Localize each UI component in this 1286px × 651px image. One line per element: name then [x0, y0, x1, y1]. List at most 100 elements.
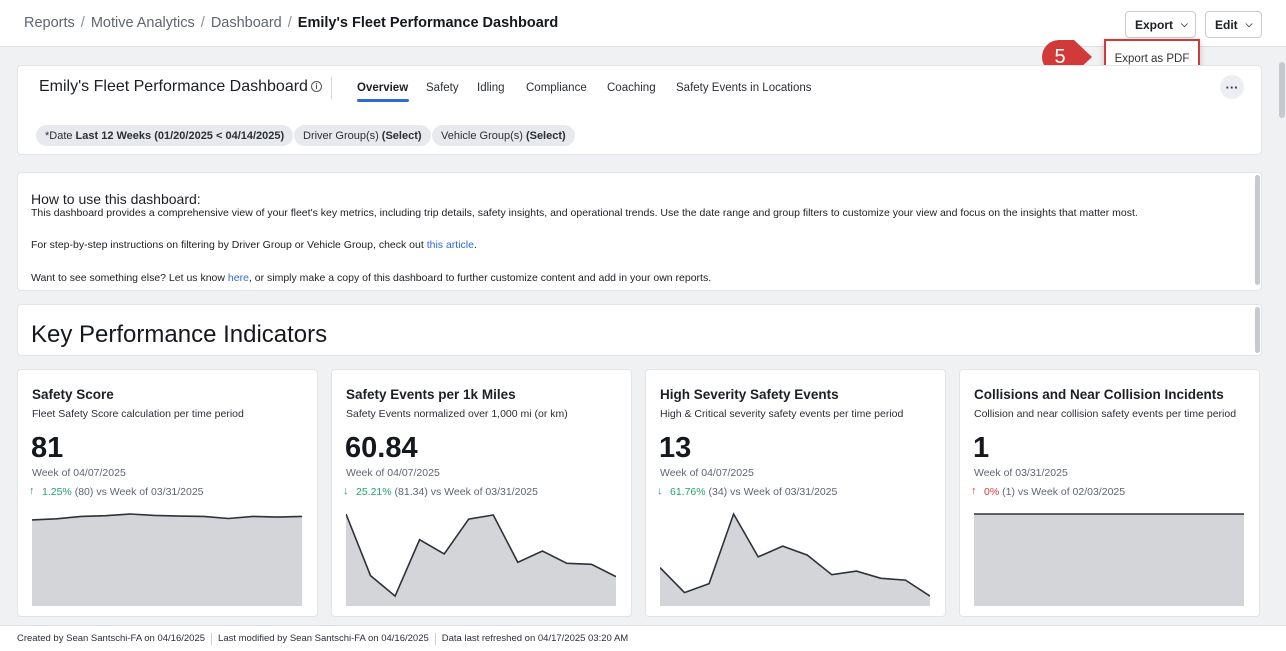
how-to-description: This dashboard provides a comprehensive …	[31, 207, 1138, 219]
trend-area	[32, 514, 302, 606]
kpi-value: 13	[659, 432, 692, 464]
kpi-week: Week of 04/07/2025	[32, 467, 126, 479]
kpi-week: Week of 03/31/2025	[974, 467, 1068, 479]
more-options-button[interactable]: ···	[1220, 75, 1244, 99]
how-to-card: How to use this dashboard: This dashboar…	[17, 172, 1262, 291]
text: , or simply make a copy of this dashboar…	[248, 272, 712, 284]
kpi-trend-chart	[660, 512, 930, 606]
breadcrumb-separator: /	[80, 15, 85, 31]
kpi-subtitle: Collision and near collision safety even…	[974, 408, 1237, 420]
how-to-title: How to use this dashboard:	[31, 191, 201, 207]
kpi-comparison: 25.21% (81.34) vs Week of 03/31/2025	[356, 486, 538, 498]
divider	[331, 77, 332, 99]
text: For step-by-step instructions on filteri…	[31, 239, 427, 251]
kpi-change-percent: 61.76%	[670, 486, 706, 498]
page-scrollbar-thumb[interactable]	[1279, 62, 1285, 118]
kpi-change-percent: 0%	[984, 486, 1000, 498]
kpi-previous-value: (34)	[708, 486, 728, 498]
kpi-card-safety-score[interactable]: Safety Score Fleet Safety Score calculat…	[17, 369, 318, 617]
info-icon[interactable]: i	[311, 81, 322, 92]
this-article-link[interactable]: this article	[426, 239, 474, 251]
here-link[interactable]: here	[227, 272, 249, 284]
kpi-title: Safety Score	[32, 387, 114, 402]
kpi-subtitle: Fleet Safety Score calculation per time …	[32, 408, 244, 420]
kpi-trend-chart	[346, 513, 616, 606]
kpi-change-percent: 1.25%	[42, 486, 72, 498]
edit-button[interactable]: Edit ⌵	[1205, 11, 1262, 38]
tab-compliance[interactable]: Compliance	[526, 82, 587, 94]
kpi-section-header: Key Performance Indicators	[17, 304, 1262, 356]
export-button[interactable]: Export ⌵	[1125, 11, 1196, 38]
breadcrumb-item-motive-analytics[interactable]: Motive Analytics	[90, 15, 195, 31]
top-bar: Reports / Motive Analytics / Dashboard / Emily…	[0, 0, 1286, 47]
text: .	[473, 239, 477, 251]
arrow-up-icon: ↑	[971, 485, 977, 497]
kpi-compare-period: vs Week of 03/31/2025	[96, 486, 204, 498]
kpi-section-title: Key Performance Indicators	[31, 321, 328, 348]
last-modified: Last modified by Sean Santschi-FA on 04/…	[218, 633, 429, 644]
arrow-up-icon: ↑	[29, 485, 35, 497]
vehicle-group-filter-chip[interactable]: Vehicle Group(s) (Select)	[432, 125, 575, 146]
text: Want to see something else? Let us know	[31, 272, 228, 284]
kpi-compare-period: vs Week of 03/31/2025	[430, 486, 538, 498]
divider	[211, 632, 213, 645]
kpi-subtitle: Safety Events normalized over 1,000 mi (…	[346, 408, 568, 420]
kpi-value: 81	[31, 432, 64, 464]
kpi-title: Safety Events per 1k Miles	[346, 387, 516, 402]
breadcrumb-current: Emily's Fleet Performance Dashboard	[297, 15, 559, 31]
date-filter-prefix: *Date	[45, 129, 73, 142]
data-refreshed: Data last refreshed on 04/17/2025 03:20 …	[441, 633, 629, 644]
kpi-previous-value: (1)	[1002, 486, 1015, 498]
vehicle-group-filter-prefix: Vehicle Group(s)	[441, 129, 523, 142]
dashboard-title: Emily's Fleet Performance Dashboard	[39, 78, 308, 95]
dashboard-header-card: Emily's Fleet Performance Dashboard i Ov…	[17, 65, 1262, 155]
kpi-change-percent: 25.21%	[356, 486, 392, 498]
date-filter-chip[interactable]: *Date Last 12 Weeks (01/20/2025 < 04/14/…	[36, 125, 294, 146]
tab-idling[interactable]: Idling	[477, 82, 505, 94]
chevron-down-icon: ⌵	[1245, 19, 1253, 29]
export-button-label: Export	[1135, 17, 1174, 32]
tab-coaching[interactable]: Coaching	[607, 82, 656, 94]
kpi-comparison: 0% (1) vs Week of 02/03/2025	[984, 486, 1125, 498]
how-to-filter-instructions: For step-by-step instructions on filteri…	[31, 239, 477, 251]
tab-safety-events-in-locations[interactable]: Safety Events in Locations	[676, 82, 812, 94]
kpi-previous-value: (81.34)	[394, 486, 428, 498]
kpi-header-scrollbar[interactable]	[1255, 307, 1260, 353]
driver-group-filter-chip[interactable]: Driver Group(s) (Select)	[294, 125, 431, 146]
ellipsis-icon: ···	[1225, 79, 1239, 95]
footer: Created by Sean Santschi-FA on 04/16/202…	[0, 625, 1286, 651]
created-by: Created by Sean Santschi-FA on 04/16/202…	[17, 633, 206, 644]
trend-area	[660, 514, 930, 606]
how-to-scrollbar[interactable]	[1255, 175, 1260, 285]
breadcrumb-item-dashboard[interactable]: Dashboard	[210, 15, 282, 31]
kpi-subtitle: High & Critical severity safety events p…	[660, 408, 904, 420]
divider	[434, 632, 436, 645]
trend-area	[974, 514, 1244, 606]
kpi-card-safety-events-per-1k-miles[interactable]: Safety Events per 1k Miles Safety Events…	[331, 369, 632, 617]
tab-overview[interactable]: Overview	[357, 82, 409, 94]
breadcrumb-separator: /	[200, 15, 205, 31]
arrow-down-icon: ↓	[657, 485, 663, 497]
kpi-compare-period: vs Week of 02/03/2025	[1017, 486, 1126, 498]
breadcrumb: Reports / Motive Analytics / Dashboard / Emily…	[24, 15, 558, 31]
chevron-down-icon: ⌵	[1181, 19, 1188, 29]
trend-area	[346, 514, 616, 606]
kpi-compare-period: vs Week of 03/31/2025	[730, 486, 838, 498]
kpi-trend-chart	[32, 513, 302, 606]
kpi-week: Week of 04/07/2025	[660, 467, 754, 479]
page-scrollbar-track[interactable]	[1276, 47, 1286, 625]
breadcrumb-separator: /	[287, 15, 292, 31]
kpi-previous-value: (80)	[74, 486, 94, 498]
kpi-card-collisions-and-near-collision-incidents[interactable]: Collisions and Near Collision Incidents …	[959, 369, 1260, 617]
export-as-pdf-label: Export as PDF	[1114, 53, 1190, 65]
active-tab-indicator	[357, 99, 409, 102]
tab-safety[interactable]: Safety	[426, 82, 459, 94]
kpi-trend-chart	[974, 513, 1244, 606]
kpi-card-high-severity-safety-events[interactable]: High Severity Safety Events High & Criti…	[645, 369, 946, 617]
trend-line	[660, 512, 930, 597]
arrow-down-icon: ↓	[343, 485, 349, 497]
breadcrumb-item-reports[interactable]: Reports	[24, 15, 75, 31]
driver-group-filter-value: (Select)	[381, 129, 422, 142]
trend-line	[32, 513, 302, 521]
kpi-value: 1	[973, 432, 990, 464]
